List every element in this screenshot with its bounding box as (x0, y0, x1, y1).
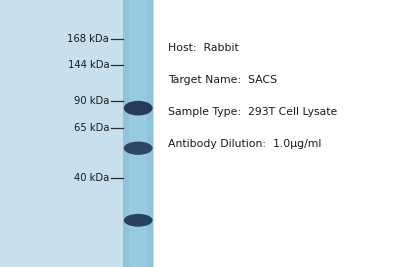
Text: 168 kDa: 168 kDa (68, 34, 109, 44)
Text: Antibody Dilution:  1.0µg/ml: Antibody Dilution: 1.0µg/ml (168, 139, 321, 149)
Bar (0, 0, 154, 267)
Bar (129, 0, 147, 267)
Text: Target Name:  SACS: Target Name: SACS (168, 75, 277, 85)
Bar (123, 0, 153, 267)
Ellipse shape (124, 101, 153, 116)
Ellipse shape (124, 142, 153, 155)
Text: 144 kDa: 144 kDa (68, 60, 109, 70)
Ellipse shape (124, 214, 153, 227)
Text: Host:  Rabbit: Host: Rabbit (168, 43, 239, 53)
Text: 90 kDa: 90 kDa (74, 96, 109, 107)
Text: 65 kDa: 65 kDa (74, 123, 109, 133)
Text: Sample Type:  293T Cell Lysate: Sample Type: 293T Cell Lysate (168, 107, 337, 117)
Text: 40 kDa: 40 kDa (74, 172, 109, 183)
